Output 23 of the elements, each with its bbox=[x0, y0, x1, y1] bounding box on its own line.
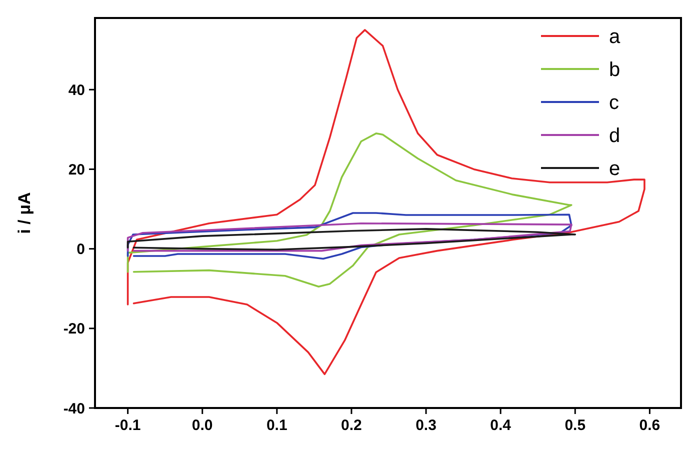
y-axis-title: i / μA bbox=[15, 192, 34, 234]
legend-label: c bbox=[609, 92, 619, 114]
line-series bbox=[126, 29, 646, 376]
legend-label: b bbox=[609, 59, 620, 81]
legend-label: e bbox=[609, 158, 620, 180]
line-series bbox=[126, 222, 572, 252]
y-tick-label: -20 bbox=[63, 320, 85, 338]
x-tick-label: 0.5 bbox=[564, 417, 586, 434]
line-series bbox=[126, 132, 572, 288]
x-tick-label: 0.4 bbox=[490, 417, 512, 434]
x-tick-label: -0.1 bbox=[114, 417, 141, 434]
x-tick-label: 0.0 bbox=[192, 417, 213, 434]
x-tick-label: 0.6 bbox=[639, 417, 660, 434]
x-tick-label: 0.2 bbox=[341, 417, 362, 434]
legend-label: a bbox=[609, 26, 621, 48]
line-series bbox=[126, 228, 576, 251]
y-tick-label: 40 bbox=[68, 82, 85, 99]
y-tick-label: 0 bbox=[76, 241, 85, 258]
y-tick-label: -40 bbox=[63, 400, 85, 418]
legend-label: d bbox=[609, 125, 620, 147]
x-tick-label: 0.1 bbox=[266, 417, 288, 434]
x-tick-label: 0.3 bbox=[416, 417, 436, 434]
y-tick-label: 20 bbox=[68, 161, 85, 178]
